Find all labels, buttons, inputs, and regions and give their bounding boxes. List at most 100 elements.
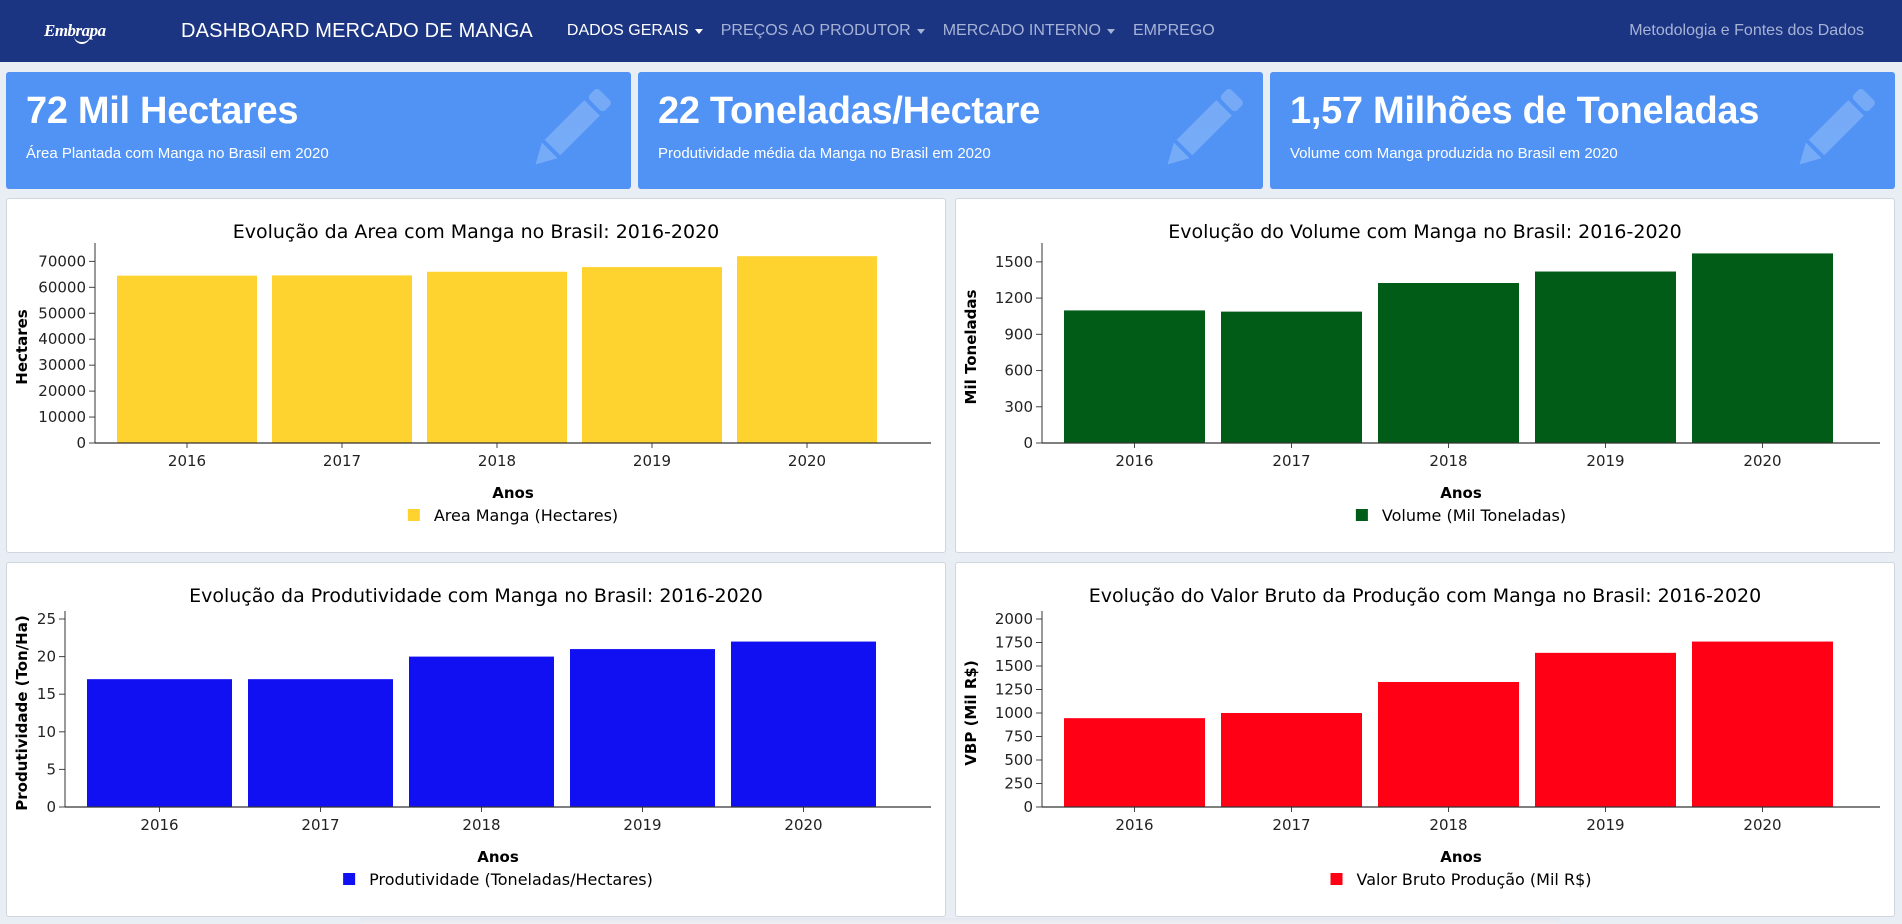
chart-title: Evolução da Produtividade com Manga no B… — [189, 585, 763, 607]
x-tick-label: 2020 — [784, 816, 822, 834]
x-axis-title: Anos — [492, 484, 534, 502]
nav-item-precos-produtor[interactable]: PREÇOS AO PRODUTOR — [721, 22, 925, 40]
chart-title: Evolução da Area com Manga no Brasil: 20… — [232, 221, 720, 243]
x-tick-label: 2018 — [478, 452, 516, 470]
volume-bar-chart: 0 300 600 900 1200 1500 2016 2017 2018 2019 2020 An… — [962, 243, 1880, 525]
legend-swatch[interactable] — [407, 509, 420, 521]
bar-2020[interactable] — [731, 641, 876, 807]
x-tick-label: 2017 — [323, 452, 361, 470]
nav-item-label: PREÇOS AO PRODUTOR — [720, 22, 911, 39]
chart-panel-area: Evolução da Area com Manga no Brasil: 20… — [6, 198, 946, 553]
bar-2018[interactable] — [1378, 283, 1519, 443]
x-tick-label: 2018 — [1429, 816, 1467, 834]
bar-2016[interactable] — [1064, 718, 1205, 807]
chart-panel-volume: Evolução do Volume com Manga no Brasil: … — [955, 198, 1895, 553]
y-tick-label: 10000 — [38, 408, 86, 426]
area-bar-chart: 0 10000 20000 30000 40000 50000 60000 70000 2016… — [13, 243, 931, 525]
y-tick-label: 20000 — [38, 382, 86, 400]
metodologia-link[interactable]: Metodologia e Fontes dos Dados — [1629, 22, 1864, 39]
x-tick-label: 2017 — [1272, 816, 1310, 834]
y-tick-label: 0 — [1023, 798, 1033, 816]
y-axis-title: Hectares — [13, 309, 31, 384]
x-tick-label: 2017 — [1272, 452, 1310, 470]
logo-text: Embrapa — [44, 21, 106, 40]
kpi-value: 72 Mil Hectares — [26, 90, 299, 132]
bar-2016[interactable] — [117, 275, 257, 443]
caret-down-icon — [694, 28, 703, 34]
x-tick-label: 2016 — [168, 452, 206, 470]
kpi-card-area: 72 Mil Hectares Área Plantada com Manga … — [6, 72, 631, 189]
legend-swatch[interactable] — [343, 873, 356, 885]
y-tick-label: 25 — [37, 610, 56, 628]
kpi-value: 1,57 Milhões de Toneladas — [1290, 90, 1760, 132]
y-axis-title: Produtividade (Ton/Ha) — [13, 615, 31, 810]
bar-2020[interactable] — [737, 256, 877, 443]
nav-item-label: DADOS GERAIS — [566, 22, 689, 39]
bar-2018[interactable] — [409, 656, 554, 807]
chart-title: Evolução do Volume com Manga no Brasil: … — [1168, 221, 1682, 243]
dashboard-title[interactable]: DASHBOARD MERCADO DE MANGA — [181, 19, 533, 42]
nav-item-dados-gerais[interactable]: DADOS GERAIS — [567, 22, 703, 40]
x-tick-label: 2016 — [1115, 816, 1153, 834]
nav-item-emprego[interactable]: EMPREGO — [1133, 22, 1215, 40]
y-tick-label: 40000 — [38, 330, 86, 348]
pencil-icon — [1799, 89, 1875, 165]
embrapa-logo[interactable]: Embrapa — [44, 21, 106, 44]
nav-item-mercado-interno[interactable]: MERCADO INTERNO — [943, 22, 1115, 40]
x-tick-label: 2020 — [1743, 452, 1781, 470]
navbar: Embrapa DASHBOARD MERCADO DE MANGA DADOS… — [0, 0, 1902, 62]
y-tick-label: 1750 — [995, 634, 1033, 652]
bar-2019[interactable] — [570, 649, 715, 807]
y-tick-label: 750 — [1004, 728, 1033, 746]
bar-2016[interactable] — [1064, 310, 1205, 443]
x-tick-label: 2019 — [623, 816, 661, 834]
y-axis-title: VBP (Mil R$) — [962, 660, 980, 765]
bar-2019[interactable] — [1535, 271, 1676, 443]
page-bottom-shadow — [360, 918, 1560, 924]
bar-2017[interactable] — [1221, 713, 1362, 807]
kpi-description: Área Plantada com Manga no Brasil em 202… — [26, 145, 329, 162]
bar-2019[interactable] — [582, 267, 722, 443]
bar-2016[interactable] — [87, 679, 232, 807]
logo-mark-icon — [74, 33, 90, 44]
kpi-card-volume: 1,57 Milhões de Toneladas Volume com Man… — [1270, 72, 1895, 189]
x-axis-title: Anos — [1440, 848, 1482, 866]
y-tick-label: 900 — [1004, 325, 1033, 343]
x-axis-title: Anos — [1440, 484, 1482, 502]
kpi-description: Produtividade média da Manga no Brasil e… — [658, 145, 991, 162]
y-tick-label: 10 — [37, 723, 56, 741]
x-tick-label: 2016 — [1115, 452, 1153, 470]
y-tick-label: 300 — [1004, 398, 1033, 416]
kpi-description: Volume com Manga produzida no Brasil em … — [1290, 145, 1618, 162]
bar-2017[interactable] — [272, 275, 412, 443]
y-tick-label: 0 — [46, 798, 56, 816]
bar-2018[interactable] — [427, 271, 567, 443]
y-tick-label: 30000 — [38, 356, 86, 374]
pencil-icon — [535, 89, 611, 165]
bar-2020[interactable] — [1692, 641, 1833, 807]
y-tick-label: 2000 — [995, 610, 1033, 628]
nav-item-label: EMPREGO — [1132, 22, 1215, 39]
y-tick-label: 600 — [1004, 362, 1033, 380]
x-tick-label: 2019 — [633, 452, 671, 470]
pencil-icon — [1167, 89, 1243, 165]
chart-panel-vbp: Evolução do Valor Bruto da Produção com … — [955, 562, 1895, 917]
bar-2017[interactable] — [248, 679, 393, 807]
bar-2018[interactable] — [1378, 681, 1519, 807]
bar-2020[interactable] — [1692, 253, 1833, 443]
y-tick-label: 0 — [76, 434, 86, 452]
y-tick-label: 1200 — [995, 289, 1033, 307]
x-tick-label: 2019 — [1586, 452, 1624, 470]
y-tick-label: 1000 — [995, 704, 1033, 722]
bar-2017[interactable] — [1221, 311, 1362, 443]
legend-label: Volume (Mil Toneladas) — [1382, 506, 1566, 525]
x-tick-label: 2020 — [788, 452, 826, 470]
legend-label: Valor Bruto Produção (Mil R$) — [1357, 870, 1592, 889]
legend-swatch[interactable] — [1330, 873, 1343, 885]
y-axis-title: Mil Toneladas — [962, 289, 980, 404]
legend-swatch[interactable] — [1355, 509, 1368, 521]
y-tick-label: 60000 — [38, 278, 86, 296]
bar-2019[interactable] — [1535, 652, 1676, 807]
y-tick-label: 0 — [1023, 434, 1033, 452]
kpi-value: 22 Toneladas/Hectare — [658, 90, 1040, 132]
